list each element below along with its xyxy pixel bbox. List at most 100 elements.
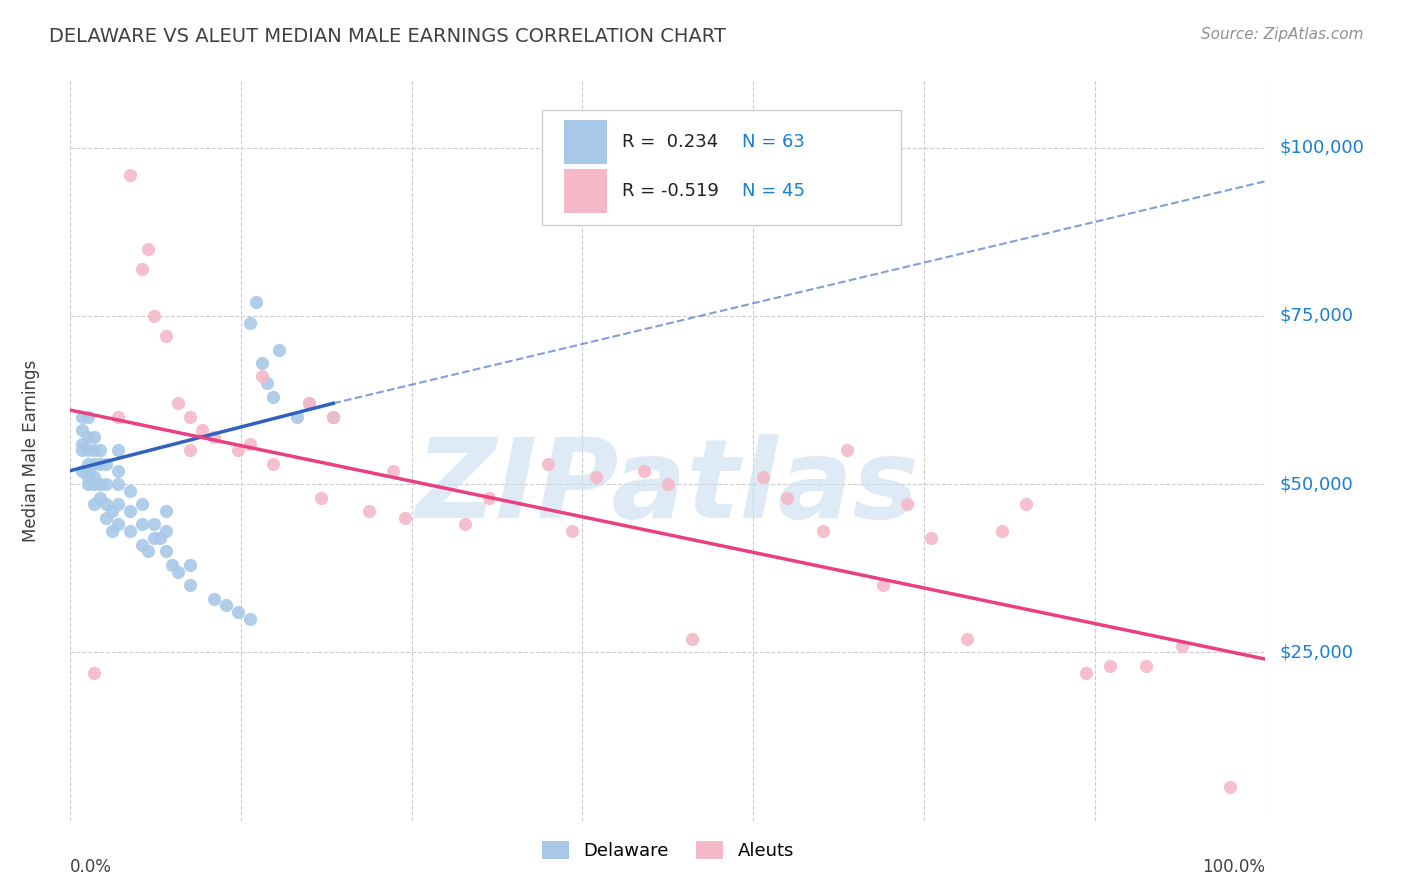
Point bbox=[250, 356, 273, 370]
Text: $100,000: $100,000 bbox=[1279, 138, 1365, 157]
Point bbox=[155, 544, 177, 558]
Point bbox=[837, 443, 859, 458]
Point bbox=[309, 491, 333, 505]
FancyBboxPatch shape bbox=[543, 110, 901, 225]
Legend: Delaware, Aleuts: Delaware, Aleuts bbox=[534, 833, 801, 867]
Point bbox=[101, 504, 124, 518]
Point bbox=[1218, 780, 1241, 794]
Point bbox=[77, 457, 100, 471]
Point bbox=[287, 409, 309, 424]
Point bbox=[166, 565, 188, 579]
Point bbox=[131, 261, 153, 276]
Point bbox=[813, 524, 835, 539]
Point bbox=[77, 443, 100, 458]
Point bbox=[226, 605, 249, 619]
Point bbox=[179, 443, 201, 458]
Point bbox=[166, 396, 188, 410]
Text: 100.0%: 100.0% bbox=[1202, 858, 1265, 876]
Point bbox=[96, 497, 117, 511]
Point bbox=[537, 457, 560, 471]
Point bbox=[657, 477, 679, 491]
Point bbox=[226, 443, 249, 458]
Point bbox=[250, 369, 273, 384]
Point bbox=[245, 295, 267, 310]
Point bbox=[89, 477, 111, 491]
Point bbox=[131, 538, 153, 552]
Point bbox=[454, 517, 477, 532]
Point bbox=[107, 409, 129, 424]
Point bbox=[322, 409, 344, 424]
Point bbox=[263, 390, 285, 404]
Point bbox=[83, 430, 105, 444]
Point bbox=[1076, 665, 1098, 680]
Point bbox=[120, 524, 141, 539]
Point bbox=[298, 396, 321, 410]
Point bbox=[107, 477, 129, 491]
Point bbox=[214, 599, 236, 613]
Point bbox=[143, 531, 166, 545]
Point bbox=[202, 430, 225, 444]
Point bbox=[298, 396, 321, 410]
Point bbox=[77, 464, 100, 478]
Point bbox=[77, 477, 100, 491]
Point bbox=[478, 491, 501, 505]
Point bbox=[269, 343, 291, 357]
Point bbox=[179, 578, 201, 592]
Point bbox=[70, 409, 93, 424]
Point bbox=[77, 409, 100, 424]
Text: $50,000: $50,000 bbox=[1279, 475, 1354, 493]
Point bbox=[191, 423, 214, 437]
Point bbox=[89, 443, 111, 458]
Point bbox=[359, 504, 381, 518]
Point bbox=[83, 477, 105, 491]
Point bbox=[633, 464, 655, 478]
Text: R =  0.234: R = 0.234 bbox=[623, 133, 718, 151]
FancyBboxPatch shape bbox=[564, 169, 607, 213]
Text: R = -0.519: R = -0.519 bbox=[623, 182, 720, 201]
FancyBboxPatch shape bbox=[564, 120, 607, 163]
Point bbox=[160, 558, 183, 572]
Point bbox=[149, 531, 172, 545]
Point bbox=[263, 457, 285, 471]
Point bbox=[239, 436, 262, 450]
Point bbox=[83, 497, 105, 511]
Text: ZIPatlas: ZIPatlas bbox=[416, 434, 920, 541]
Point bbox=[83, 470, 105, 484]
Point bbox=[202, 591, 225, 606]
Point bbox=[1171, 639, 1194, 653]
Point bbox=[120, 483, 141, 498]
Point bbox=[77, 470, 100, 484]
Point bbox=[120, 168, 141, 182]
Text: Source: ZipAtlas.com: Source: ZipAtlas.com bbox=[1201, 27, 1364, 42]
Point bbox=[83, 457, 105, 471]
Point bbox=[96, 510, 117, 524]
Point bbox=[143, 309, 166, 323]
Text: N = 63: N = 63 bbox=[742, 133, 804, 151]
Point bbox=[107, 443, 129, 458]
Point bbox=[83, 443, 105, 458]
Point bbox=[1099, 658, 1122, 673]
Text: $25,000: $25,000 bbox=[1279, 643, 1354, 661]
Point bbox=[322, 409, 344, 424]
Point bbox=[107, 517, 129, 532]
Point bbox=[776, 491, 799, 505]
Point bbox=[681, 632, 703, 646]
Point bbox=[77, 430, 100, 444]
Text: 0.0%: 0.0% bbox=[70, 858, 112, 876]
Point bbox=[155, 329, 177, 343]
Point bbox=[96, 457, 117, 471]
Point bbox=[991, 524, 1014, 539]
Point bbox=[107, 497, 129, 511]
Point bbox=[1015, 497, 1038, 511]
Point bbox=[239, 612, 262, 626]
Text: Median Male Earnings: Median Male Earnings bbox=[22, 359, 41, 541]
Point bbox=[155, 504, 177, 518]
Point bbox=[561, 524, 583, 539]
Point bbox=[120, 504, 141, 518]
Point bbox=[382, 464, 405, 478]
Point bbox=[70, 443, 93, 458]
Point bbox=[89, 491, 111, 505]
Point bbox=[131, 497, 153, 511]
Point bbox=[956, 632, 979, 646]
Point bbox=[70, 436, 93, 450]
